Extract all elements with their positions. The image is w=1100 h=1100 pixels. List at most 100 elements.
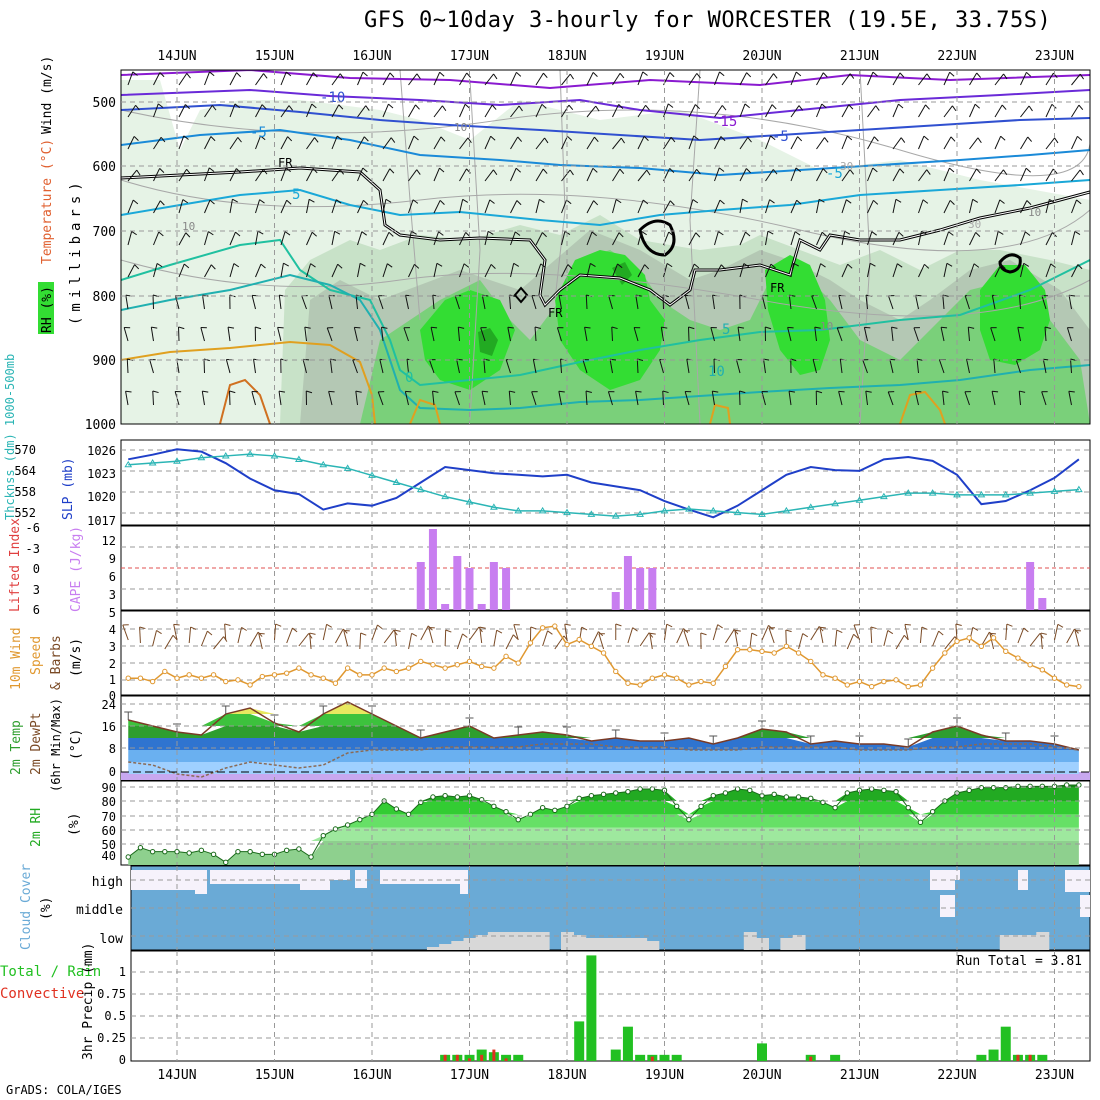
page-title: GFS 0~10day 3-hourly for WORCESTER (19.5…	[364, 8, 1052, 33]
wind-barb	[1015, 359, 1021, 374]
wind-barb	[662, 390, 669, 394]
wind-barb	[459, 104, 466, 118]
wind-barb	[286, 199, 292, 205]
wind-barb	[459, 137, 469, 150]
wind-barb	[846, 199, 852, 204]
wind-barb	[479, 626, 486, 629]
wind-barb	[481, 295, 486, 310]
precip-bar	[635, 1054, 646, 1061]
wind-barb	[789, 294, 796, 297]
wind-barb	[355, 295, 358, 310]
wind-barb	[535, 232, 543, 246]
precip-bar	[610, 1049, 621, 1061]
wind-barb	[493, 169, 498, 176]
wind-barb	[966, 359, 970, 374]
wind-barb	[208, 231, 214, 236]
wind-barb	[556, 327, 562, 342]
precip-bar	[830, 1054, 841, 1061]
wind-barb	[178, 199, 184, 214]
wind-barb	[359, 632, 362, 650]
wind-barb	[1071, 264, 1079, 278]
wind-barb	[969, 104, 976, 118]
thickness-marker	[660, 506, 669, 514]
wind-barb	[1071, 136, 1078, 150]
wind-speed-marker	[369, 672, 375, 678]
wind-barb	[618, 232, 624, 238]
wind-barb	[467, 137, 472, 144]
wind-barb	[790, 136, 799, 150]
low-cloud-bar	[621, 938, 635, 950]
wind-barb	[411, 632, 418, 637]
precip-tick: 0	[119, 1053, 126, 1067]
wind-barb	[466, 72, 472, 78]
wind-barb	[990, 327, 996, 342]
li-tick: 0	[33, 562, 40, 576]
wind-barb	[564, 624, 568, 641]
temp-tick: 8	[109, 742, 116, 756]
wind-barb	[236, 72, 242, 78]
wind-barb	[1020, 231, 1026, 246]
wind-barb	[637, 71, 644, 86]
wind-tick: 4	[109, 623, 116, 637]
cloud-level-high: high	[92, 875, 123, 890]
wind-barb	[185, 104, 190, 110]
wind-barb	[439, 200, 445, 205]
wind-barb	[484, 104, 493, 118]
precip-bar	[501, 1054, 512, 1061]
wind-barb	[433, 263, 438, 278]
wind-barb	[661, 326, 668, 329]
wind-barb	[331, 104, 340, 118]
wind-barb	[416, 169, 421, 175]
rh-marker	[442, 792, 448, 799]
wind-barb	[635, 391, 639, 406]
wind-barb	[862, 359, 868, 374]
wind-barb	[459, 168, 467, 182]
wind-barb	[363, 136, 369, 142]
wind-barb	[204, 264, 212, 278]
wind-barb	[844, 230, 851, 235]
wind-barb	[186, 168, 191, 175]
wind-barb	[164, 635, 174, 650]
wind-speed-marker	[186, 672, 192, 678]
wind-barb	[816, 263, 822, 278]
wind-barb	[1079, 169, 1084, 176]
wind-barb	[355, 391, 358, 406]
wind-barb	[641, 231, 647, 236]
wind-barb	[255, 231, 259, 246]
wind-speed-marker	[223, 678, 229, 685]
wind-speed-marker	[734, 646, 741, 653]
upper-wind-barbs	[123, 71, 1084, 406]
wind-barb	[431, 326, 438, 329]
wind-barb	[260, 135, 266, 141]
wind-barb	[531, 391, 537, 406]
wind-barb	[751, 632, 758, 637]
wind-barb	[836, 327, 843, 342]
wind-barb	[797, 136, 803, 142]
wind-barb	[612, 199, 617, 214]
thickness-marker	[294, 455, 303, 462]
rh-marker	[1003, 784, 1009, 791]
wind-barb	[237, 627, 243, 644]
contour-label: FR	[548, 306, 563, 320]
wind-barb	[667, 103, 674, 108]
wind-barb	[483, 358, 490, 361]
wind-speed-marker	[990, 635, 997, 641]
wind-barb	[301, 295, 307, 310]
wind-barb	[696, 168, 701, 175]
wind-barb	[331, 264, 339, 278]
day-label: 23JUN	[1035, 49, 1074, 64]
wind-barb	[306, 72, 314, 86]
temp-units-label: (°C)	[69, 729, 84, 760]
wind-barb	[1041, 295, 1047, 310]
wind-barb	[326, 623, 333, 628]
wind-barb	[841, 135, 848, 150]
rh-marker	[1027, 783, 1033, 790]
wind-barb	[382, 72, 391, 86]
rh-marker	[929, 808, 936, 815]
low-cloud-bar	[463, 938, 477, 950]
wind-barb	[454, 391, 460, 406]
cloud-clear	[1080, 895, 1090, 917]
contour-label: 10	[454, 121, 467, 134]
wind-barb	[561, 264, 569, 278]
wind-barb	[535, 168, 544, 182]
